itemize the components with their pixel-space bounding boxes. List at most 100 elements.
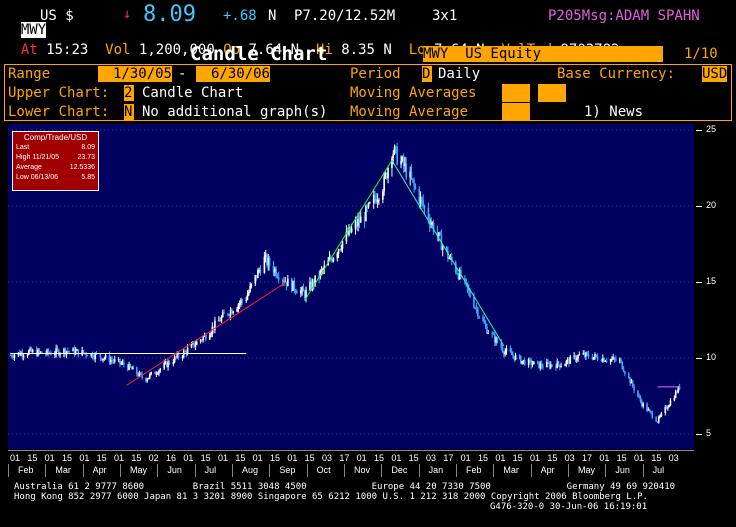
candle-body <box>529 359 531 361</box>
x-day-tick-label: 01 <box>634 453 645 463</box>
lower-chart-code-input[interactable]: N <box>124 104 134 120</box>
candle-body <box>578 354 581 356</box>
candle-body <box>624 371 626 374</box>
candle-body <box>536 361 539 363</box>
legend-box: Comp/Trade/USD Last 8.09 High 11/21/05 2… <box>12 131 99 191</box>
upper-chart-label: Upper Chart: <box>8 85 110 101</box>
moving-average-input-1[interactable] <box>502 84 530 102</box>
last-price: 8.09 <box>143 2 196 27</box>
candle-body <box>600 359 603 362</box>
candle-body <box>530 359 533 366</box>
candle-body <box>219 320 221 322</box>
x-month-separator <box>605 464 607 477</box>
candle-body <box>119 359 121 364</box>
upper-chart-code-input[interactable]: 2 <box>124 85 134 101</box>
candle-body <box>436 232 439 236</box>
candle-body <box>309 282 311 290</box>
x-month-separator <box>157 464 159 477</box>
candle-body <box>21 352 24 357</box>
candle-body <box>510 351 513 355</box>
candle-body <box>527 359 530 366</box>
security-field[interactable]: MWY US Equity <box>423 46 663 62</box>
chart-panel[interactable] <box>8 124 694 449</box>
candle-body <box>467 288 470 291</box>
candle-body <box>405 163 408 178</box>
x-day-tick-label: 03 <box>668 453 679 463</box>
candle-body <box>646 403 648 411</box>
candle-body <box>93 357 95 359</box>
candle-body <box>229 309 232 316</box>
message-line: P205Msg:ADAM SPAHN <box>548 8 700 24</box>
candle-body <box>331 259 333 262</box>
candle-body <box>650 410 652 413</box>
x-day-tick-label: 15 <box>131 453 142 463</box>
x-day-tick-label: 15 <box>374 453 385 463</box>
candle-body <box>378 199 380 201</box>
hi-label: Hi <box>315 42 333 58</box>
candle-body <box>677 386 680 393</box>
trendline-1 <box>126 281 287 386</box>
candle-body <box>339 249 341 251</box>
candle-body <box>419 197 422 204</box>
candle-body <box>483 320 486 324</box>
candle-body <box>665 406 668 409</box>
candle-body <box>631 380 634 387</box>
x-month-separator <box>306 464 308 477</box>
candle-body <box>513 356 516 360</box>
upper-chart-value: Candle Chart <box>142 85 244 101</box>
page-counter: 1/10 <box>684 46 718 62</box>
candle-body <box>411 178 414 181</box>
candle-body <box>401 156 404 162</box>
candle-body <box>132 367 134 370</box>
candle-body <box>264 254 267 257</box>
legend-last-label: Last <box>16 144 30 151</box>
moving-average-input-2[interactable] <box>538 84 566 102</box>
candle-body <box>591 357 594 360</box>
candle-body <box>100 357 103 361</box>
x-day-tick-label: 01 <box>495 453 506 463</box>
candle-body <box>232 311 234 314</box>
candle-body <box>648 409 651 411</box>
candle-body <box>592 356 595 360</box>
footer-line-3: G476-320-0 30-Jun-06 16:19:01 <box>490 502 648 512</box>
candle-body <box>454 261 457 273</box>
candle-body <box>57 349 60 356</box>
legend-low-label: Low 06/13/06 <box>16 174 59 181</box>
base-currency-input[interactable]: USD <box>702 66 728 82</box>
news-link[interactable]: 1) News <box>584 104 644 120</box>
candle-body <box>657 416 660 423</box>
x-month-label: Sep <box>279 465 296 475</box>
candle-body <box>137 374 139 377</box>
candle-body <box>341 241 344 249</box>
x-day-tick-label: 15 <box>616 453 627 463</box>
period-code-input[interactable]: D <box>422 66 432 82</box>
candle-body <box>612 357 615 360</box>
candle-body <box>237 304 240 309</box>
x-month-label: Jun <box>167 465 182 475</box>
x-month-label: Oct <box>316 465 331 475</box>
candle-body <box>445 246 448 251</box>
x-month-separator <box>568 464 569 477</box>
candle-body <box>413 180 415 186</box>
ticker-symbol: MWY <box>20 22 47 38</box>
candle-body <box>310 282 313 290</box>
moving-average-label: Moving Average <box>350 104 469 120</box>
x-month-label: Nov <box>354 465 371 475</box>
x-axis: 01 15 01 15 01 15 01 15 02 16 01 15 01 15 01 15 01 15 03 17… <box>8 450 694 478</box>
candle-body <box>618 359 621 361</box>
candle-body <box>208 335 211 340</box>
range-start-input[interactable]: 1/30/05 <box>98 66 172 82</box>
candle-body <box>564 364 566 367</box>
vol-label: Vol <box>105 42 131 58</box>
range-end-input[interactable]: 6/30/06 <box>196 66 270 82</box>
candle-body <box>456 272 458 275</box>
x-month-label: Feb <box>18 465 34 475</box>
candle-body <box>313 280 315 286</box>
moving-average-input-3[interactable] <box>502 103 530 121</box>
candle-body <box>54 353 56 355</box>
candle-body <box>629 377 631 384</box>
candle-body <box>20 352 22 356</box>
candle-body <box>227 313 229 315</box>
base-currency-label: Base Currency: <box>557 66 676 82</box>
candle-body <box>263 256 266 274</box>
